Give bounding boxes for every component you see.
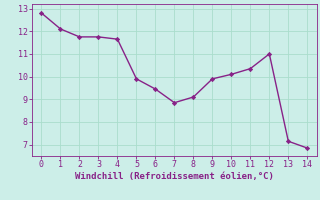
X-axis label: Windchill (Refroidissement éolien,°C): Windchill (Refroidissement éolien,°C) [75,172,274,181]
